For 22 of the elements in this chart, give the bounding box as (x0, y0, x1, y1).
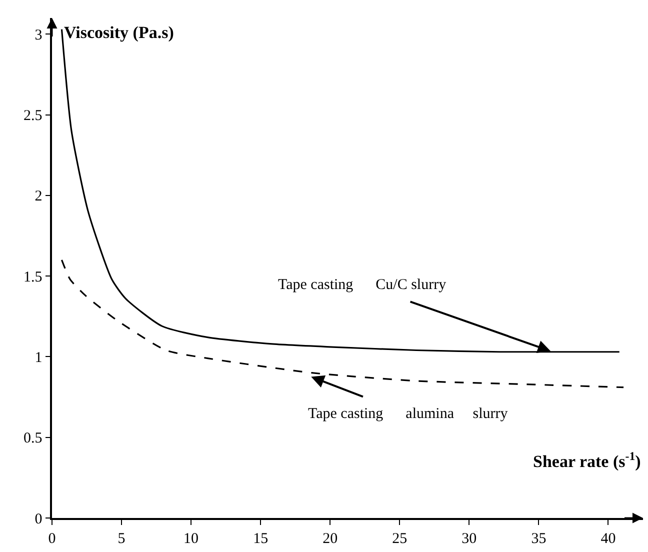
x-tick-label: 15 (253, 530, 268, 547)
y-tick-label: 0.5 (24, 430, 42, 447)
annotation: Tape casting Cu/C slurry (278, 277, 447, 293)
y-tick-label: 2.5 (24, 108, 42, 124)
x-tick-label: 40 (600, 530, 616, 547)
annotation: Tape casting alumina slurry (308, 406, 508, 422)
x-axis-title: Shear rate (s$^{-1}$) (533, 449, 641, 472)
y-tick-label: 1 (34, 350, 42, 366)
x-tick-label: 0 (48, 530, 56, 547)
y-tick-label: 3 (34, 27, 42, 44)
line-series (60, 259, 624, 388)
x-tick-label: 35 (531, 530, 546, 547)
y-axis-title: Viscosity (Pa.s) (64, 23, 174, 42)
x-tick-label: 25 (392, 530, 408, 547)
x-tick-label: 5 (118, 530, 126, 547)
x-tick-label: 30 (462, 530, 477, 547)
y-tick-label: 1.5 (24, 269, 42, 286)
line-series (60, 28, 620, 353)
y-tick-label: 0 (34, 511, 42, 528)
x-tick-label: 20 (322, 530, 338, 547)
y-tick-label: 2 (34, 188, 42, 205)
x-tick-label: 10 (184, 530, 199, 547)
